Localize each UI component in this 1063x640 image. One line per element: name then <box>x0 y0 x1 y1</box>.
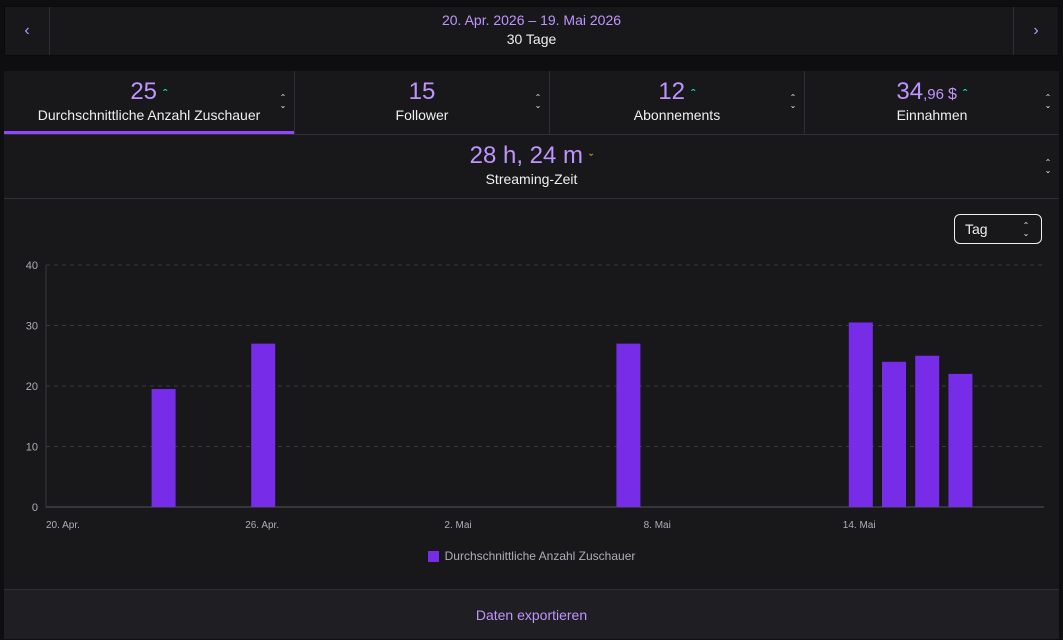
stat-label: Abonnements <box>633 107 721 123</box>
chart-bar <box>616 343 641 507</box>
chart-bar <box>151 389 176 507</box>
stat-avg-viewers[interactable]: 25 ˆ Durchschnittliche Anzahl Zuschauer … <box>4 71 294 134</box>
legend-swatch <box>427 550 439 562</box>
stat-label: Follower <box>395 107 449 123</box>
analytics-panel: 25 ˆ Durchschnittliche Anzahl Zuschauer … <box>4 71 1059 639</box>
stat-revenue[interactable]: 34 ,96 $ ˆ Einnahmen ⌃ ⌄ <box>804 71 1059 134</box>
chevron-up-down-icon: ⌃ ⌄ <box>1022 221 1030 238</box>
date-range-selector: ‹ 20. Apr. 2026 – 19. Mai 2026 30 Tage › <box>4 6 1059 56</box>
granularity-value: Tag <box>965 221 988 237</box>
viewers-bar-chart: 0 10 20 30 40 20. Apr. 26. Apr. 2. Mai 8. Mai 14.… <box>26 260 1044 531</box>
sort-icon: ⌃ ⌄ <box>789 93 797 110</box>
stat-value: 25 <box>130 78 158 105</box>
trend-up-icon: ˆ <box>962 86 968 102</box>
y-tick-label: 30 <box>26 321 38 333</box>
stat-label: Durchschnittliche Anzahl Zuschauer <box>37 107 261 123</box>
x-tick-label: 20. Apr. <box>46 520 80 531</box>
stats-row: 25 ˆ Durchschnittliche Anzahl Zuschauer … <box>4 71 1059 135</box>
trend-up-icon: ˆ <box>163 86 168 102</box>
stat-streaming-time[interactable]: 28 h, 24 m ˇ Streaming-Zeit ⌃ ⌄ <box>4 134 1059 199</box>
next-period-button[interactable]: › <box>1013 7 1058 55</box>
sort-icon: ⌃ ⌄ <box>1044 93 1052 110</box>
sort-icon: ⌃ ⌄ <box>534 93 542 110</box>
x-tick-label: 8. Mai <box>644 520 671 531</box>
x-tick-label: 14. Mai <box>843 520 876 531</box>
sort-icon: ⌃ ⌄ <box>279 93 287 110</box>
chevron-right-icon: › <box>1033 22 1039 39</box>
chart-bar <box>251 343 276 507</box>
x-tick-label: 26. Apr. <box>245 520 279 531</box>
stat-label: Streaming-Zeit <box>485 171 578 187</box>
trend-down-icon: ˇ <box>589 151 594 166</box>
granularity-select[interactable]: Tag ⌃ ⌄ <box>954 214 1042 244</box>
x-tick-label: 2. Mai <box>444 520 471 531</box>
chart-bar <box>915 355 940 507</box>
chart-legend: Durchschnittliche Anzahl Zuschauer <box>4 549 1059 563</box>
chart-bar <box>882 361 906 507</box>
chart-bar <box>948 373 973 507</box>
stat-value: 34 <box>896 78 924 105</box>
stat-value: 28 h, 24 m <box>469 142 584 169</box>
date-range-days: 30 Tage <box>506 31 557 47</box>
stat-label: Einnahmen <box>896 107 968 123</box>
stat-value: 12 <box>658 78 686 105</box>
legend-label: Durchschnittliche Anzahl Zuschauer <box>444 549 636 563</box>
y-tick-label: 0 <box>32 502 38 514</box>
currency-unit: $ <box>947 86 957 103</box>
previous-period-button[interactable]: ‹ <box>5 7 50 55</box>
stat-value: 15 <box>408 78 436 105</box>
export-data-button[interactable]: Daten exportieren <box>4 589 1059 639</box>
chevron-left-icon: ‹ <box>24 22 30 39</box>
y-tick-label: 10 <box>26 442 38 454</box>
stat-followers[interactable]: 15 Follower ⌃ ⌄ <box>294 71 549 134</box>
trend-up-icon: ˆ <box>691 86 696 102</box>
sort-icon: ⌃ ⌄ <box>1044 158 1052 175</box>
chart-bar <box>848 322 873 507</box>
stat-subscriptions[interactable]: 12 ˆ Abonnements ⌃ ⌄ <box>549 71 804 134</box>
y-tick-label: 20 <box>26 381 38 393</box>
date-range-dates: 20. Apr. 2026 – 19. Mai 2026 <box>441 12 622 28</box>
date-range-label: 20. Apr. 2026 – 19. Mai 2026 30 Tage <box>49 11 1014 49</box>
y-tick-label: 40 <box>26 260 38 272</box>
stat-cents: ,96 <box>923 86 944 103</box>
